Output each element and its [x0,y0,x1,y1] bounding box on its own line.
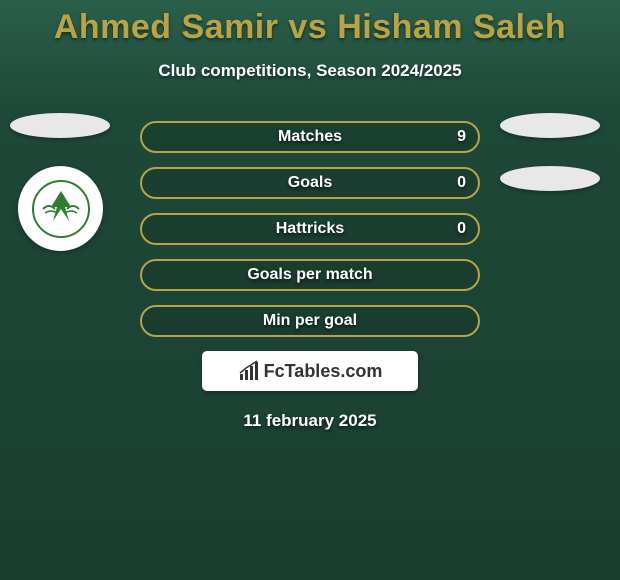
right-value: 0 [457,167,466,199]
stat-label: Min per goal [140,305,480,337]
stat-row: Goals per match [140,259,480,291]
stat-label: Goals per match [140,259,480,291]
stat-label: Goals [140,167,480,199]
club-badge [18,166,103,251]
right-value: 0 [457,213,466,245]
stats-area: Matches 9 Goals 0 Hattricks 0 Goals per … [0,121,620,431]
stat-row: Hattricks 0 [140,213,480,245]
player-badge-placeholder [500,113,600,138]
right-player-badges [500,113,600,219]
player-badge-placeholder [500,166,600,191]
comparison-date: 11 february 2025 [0,411,620,431]
comparison-bars: Matches 9 Goals 0 Hattricks 0 Goals per … [140,121,480,337]
stat-label: Matches [140,121,480,153]
stat-row: Min per goal [140,305,480,337]
stat-row: Goals 0 [140,167,480,199]
chart-icon [238,360,260,382]
branding-badge[interactable]: FcTables.com [202,351,418,391]
right-value: 9 [457,121,466,153]
stat-row: Matches 9 [140,121,480,153]
branding-text: FcTables.com [264,361,383,382]
stat-label: Hattricks [140,213,480,245]
eagle-icon [31,179,91,239]
season-subtitle: Club competitions, Season 2024/2025 [0,61,620,81]
player-badge-placeholder [10,113,110,138]
comparison-title: Ahmed Samir vs Hisham Saleh [0,0,620,47]
left-player-badges [10,113,110,251]
